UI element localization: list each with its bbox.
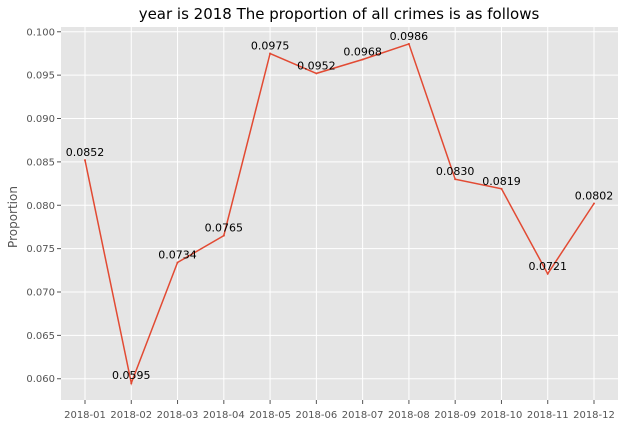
chart-title: year is 2018 The proportion of all crime… (139, 5, 540, 23)
data-label: 0.0734 (158, 249, 197, 262)
x-tick-label: 2018-08 (388, 410, 430, 421)
data-point (315, 72, 318, 75)
data-point (84, 159, 86, 162)
data-label: 0.0765 (205, 222, 244, 235)
data-label: 0.0802 (575, 190, 614, 203)
data-point (176, 261, 179, 264)
data-label: 0.0975 (251, 39, 290, 52)
data-label: 0.0952 (297, 59, 336, 72)
data-label: 0.0595 (112, 369, 151, 382)
data-label: 0.0852 (66, 146, 105, 159)
data-point (454, 178, 457, 181)
x-tick-label: 2018-11 (527, 410, 569, 421)
y-tick-label: 0.095 (26, 71, 55, 82)
y-tick-label: 0.060 (26, 374, 55, 385)
y-tick-label: 0.075 (26, 244, 55, 255)
y-tick-label: 0.065 (26, 331, 55, 342)
data-labels: 0.0852 0.0595 0.0734 0.0765 0.0975 0.0952 0.09… (66, 30, 614, 382)
data-label: 0.0830 (436, 165, 475, 178)
x-tick-label: 2018-09 (434, 410, 476, 421)
plot-area (61, 27, 618, 400)
data-point (269, 52, 272, 55)
y-tick-label: 0.080 (26, 201, 55, 212)
data-point (361, 58, 364, 61)
grid-lines (61, 27, 618, 400)
data-point (407, 42, 410, 45)
y-axis-ticks: 0.060 0.065 0.070 0.075 0.080 0.085 0.090 0.095… (26, 27, 61, 385)
x-axis-ticks: 2018-01 2018-02 2018-03 2018-04 2018-05 2018-… (64, 400, 615, 421)
data-point (546, 272, 549, 275)
data-points (84, 42, 595, 385)
data-label: 0.0986 (390, 30, 429, 43)
x-tick-label: 2018-05 (249, 410, 291, 421)
data-point (593, 202, 595, 205)
data-point (222, 234, 225, 237)
data-point (130, 382, 133, 385)
data-label: 0.0968 (343, 46, 382, 59)
y-tick-label: 0.090 (26, 114, 55, 125)
y-tick-label: 0.100 (26, 27, 55, 38)
x-tick-label: 2018-07 (342, 410, 384, 421)
x-tick-label: 2018-10 (481, 410, 523, 421)
x-tick-label: 2018-12 (573, 410, 615, 421)
data-point (500, 187, 503, 190)
y-tick-label: 0.085 (26, 157, 55, 168)
x-tick-label: 2018-02 (110, 410, 152, 421)
data-label: 0.0819 (482, 175, 521, 188)
y-tick-label: 0.070 (26, 288, 55, 299)
x-tick-label: 2018-06 (295, 410, 337, 421)
y-axis-label: Proportion (6, 186, 20, 248)
data-label: 0.0721 (528, 260, 567, 273)
series-line (84, 42, 595, 386)
x-tick-label: 2018-01 (64, 410, 106, 421)
x-tick-label: 2018-04 (203, 410, 245, 421)
x-tick-label: 2018-03 (157, 410, 199, 421)
